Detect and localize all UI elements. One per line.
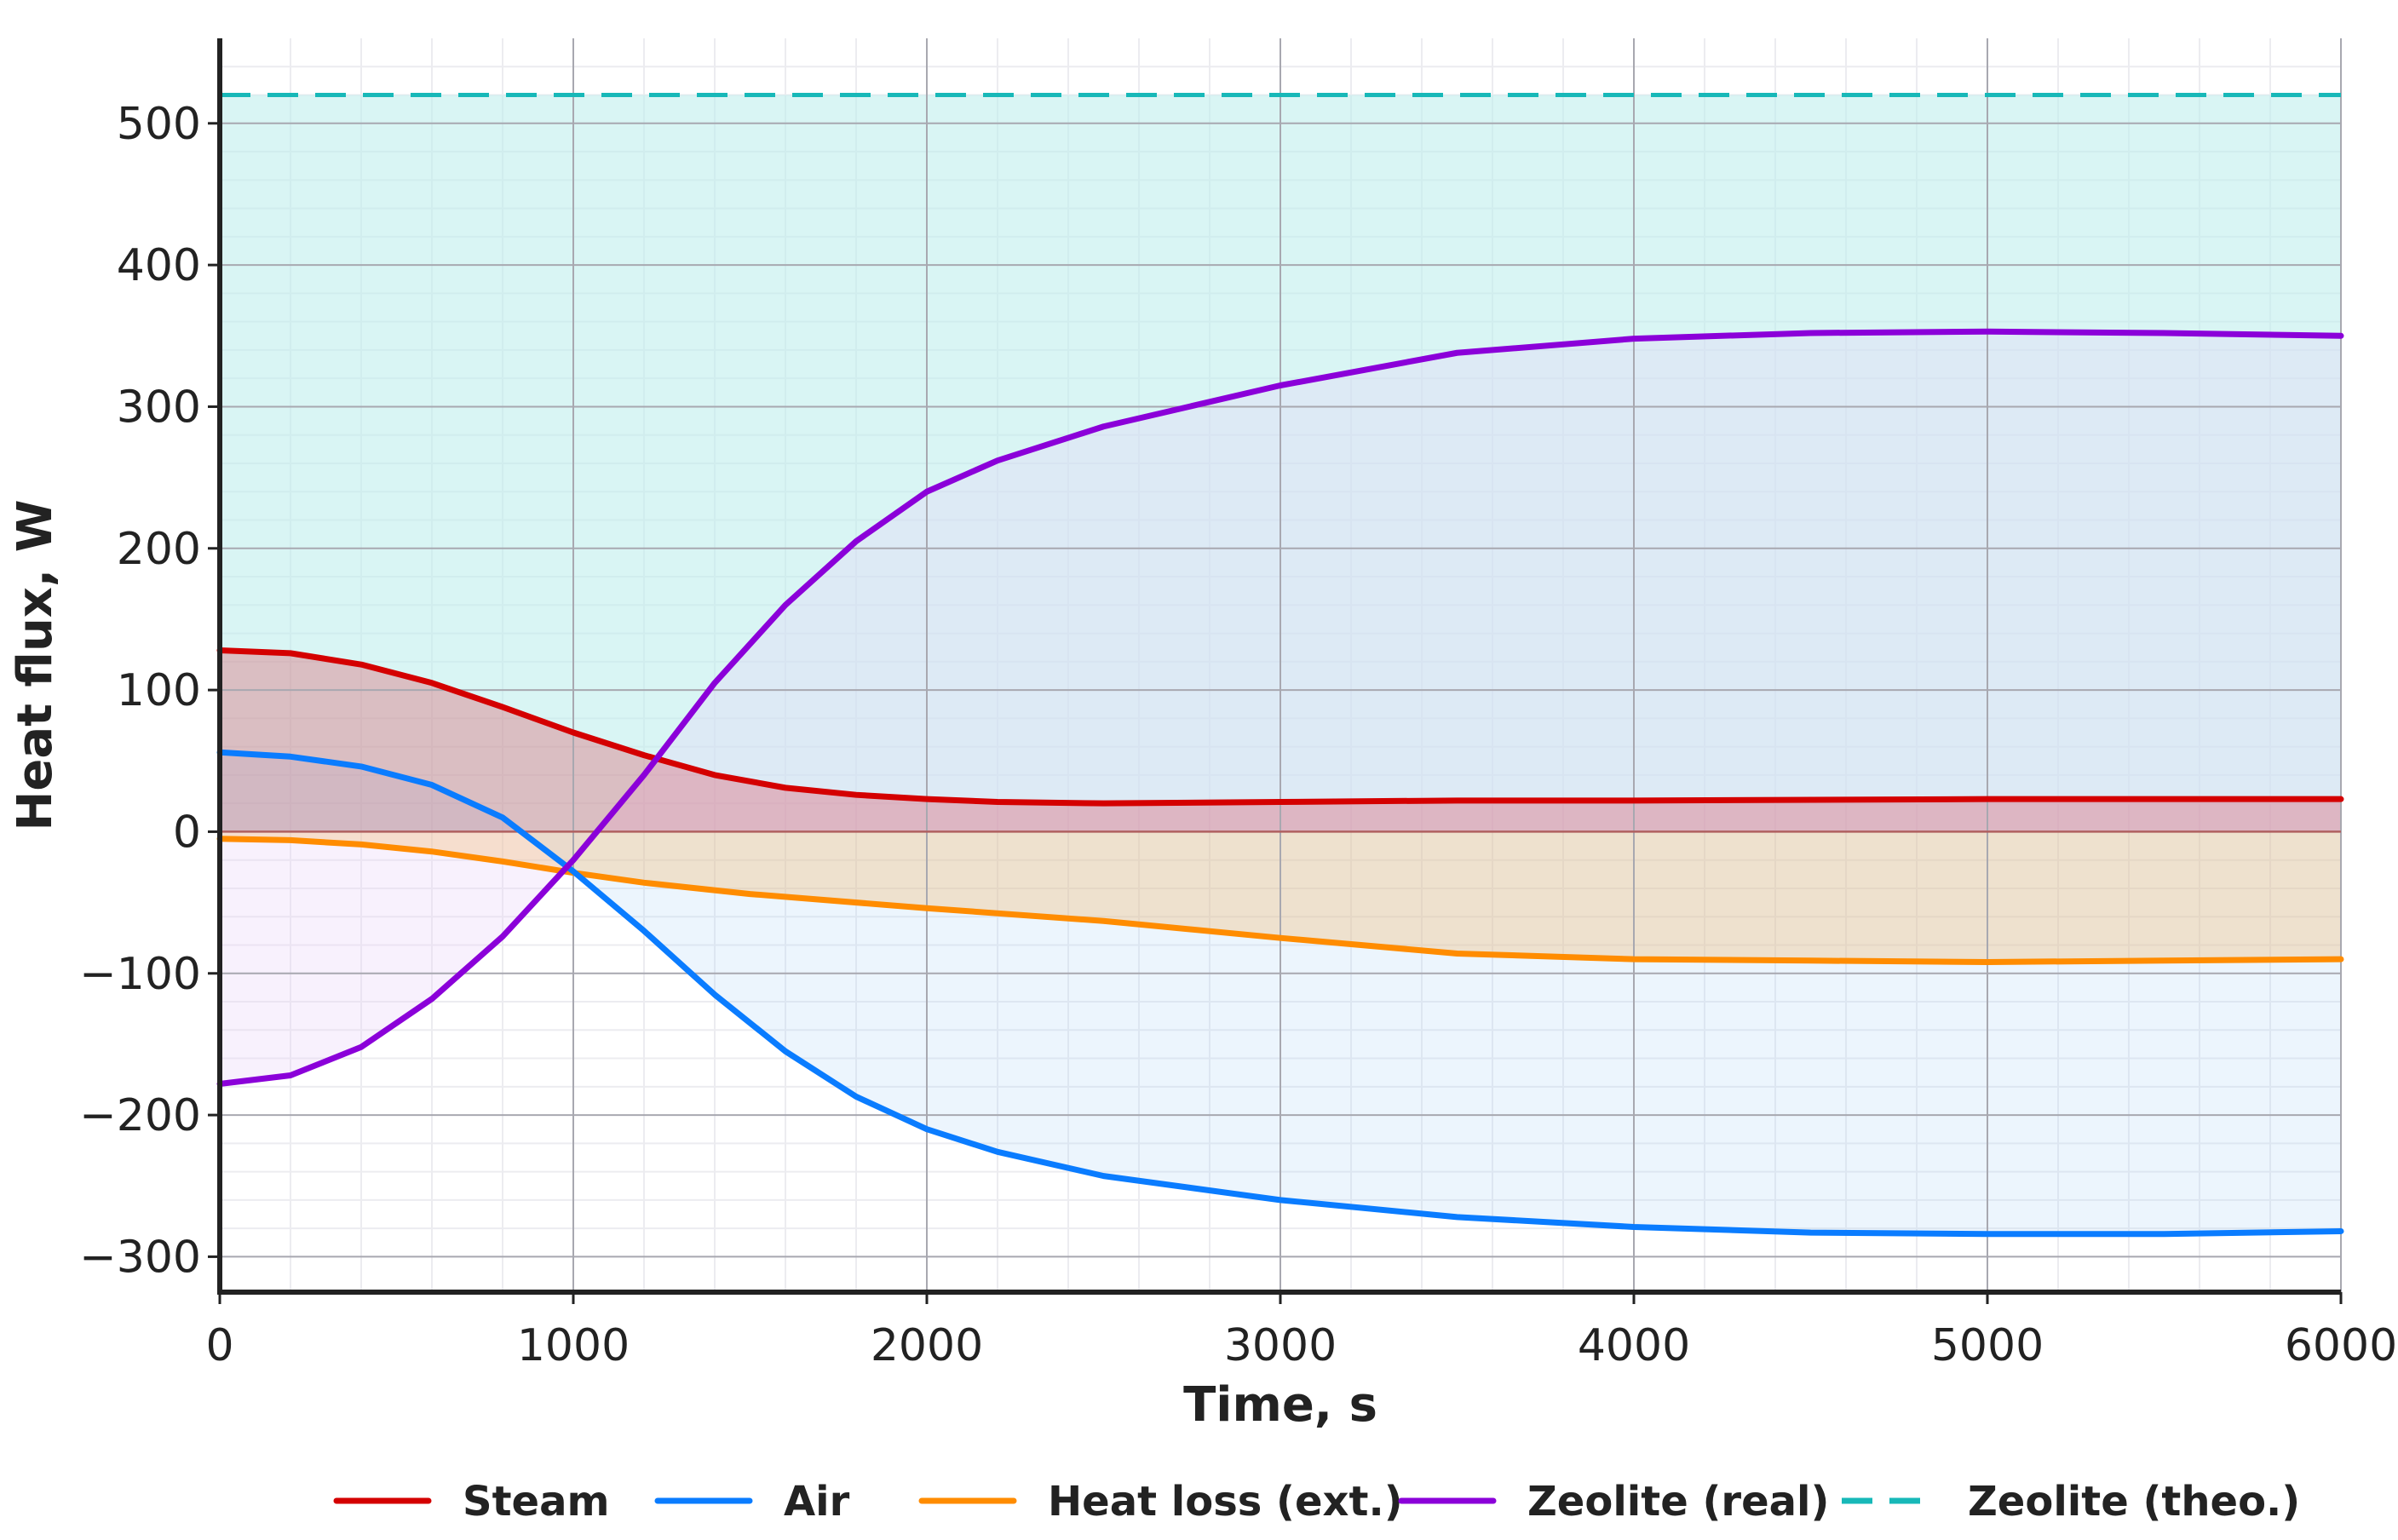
y-tick-label: 500 — [117, 99, 201, 150]
legend-item: Zeolite (theo.) — [1842, 1478, 2300, 1526]
series-line-steam — [216, 647, 2344, 807]
legend-item: Steam — [333, 1478, 609, 1526]
legend-item: Zeolite (real) — [1398, 1478, 1829, 1526]
series-fill-steam — [220, 650, 2341, 832]
legend-label: Air — [784, 1478, 850, 1526]
series-line-zeolite-real — [216, 328, 2344, 1087]
series-line-heat-loss-ext — [216, 836, 2344, 965]
legend: Steam Air Heat loss (ext.) Zeolite (real) Ze… — [333, 1478, 2300, 1526]
legend-item: Air — [654, 1478, 850, 1526]
y-tick-label: −100 — [79, 949, 201, 1000]
x-tick-label: 2000 — [871, 1320, 983, 1371]
x-tick-label: 1000 — [517, 1320, 630, 1371]
x-tick-label: 5000 — [1931, 1320, 2044, 1371]
y-tick-label: 200 — [117, 524, 201, 575]
y-axis-ticks: −300 −200 −100 0 100 200 300 400 500 — [79, 99, 220, 1283]
legend-label: Zeolite (real) — [1527, 1478, 1829, 1526]
legend-label: Heat loss (ext.) — [1048, 1478, 1403, 1526]
legend-item: Heat loss (ext.) — [918, 1478, 1403, 1526]
legend-label: Zeolite (theo.) — [1968, 1478, 2300, 1526]
y-tick-label: 100 — [117, 665, 201, 716]
series-line-air — [216, 749, 2344, 1238]
x-tick-label: 4000 — [1578, 1320, 1690, 1371]
x-tick-label: 3000 — [1224, 1320, 1337, 1371]
x-axis-title: Time, s — [1183, 1377, 1377, 1433]
y-tick-label: 300 — [117, 382, 201, 433]
x-axis-ticks: 0 1000 2000 3000 4000 5000 6000 — [205, 1292, 2397, 1371]
series-lines — [216, 93, 2344, 1238]
x-tick-label: 0 — [205, 1320, 233, 1371]
x-tick-label: 6000 — [2285, 1320, 2397, 1371]
y-tick-label: 0 — [173, 807, 201, 858]
y-axis-title: Heat flux, W — [8, 500, 63, 831]
y-tick-label: 400 — [117, 240, 201, 291]
y-tick-label: −300 — [79, 1232, 201, 1283]
y-tick-label: −200 — [79, 1090, 201, 1141]
legend-label: Steam — [463, 1478, 609, 1526]
